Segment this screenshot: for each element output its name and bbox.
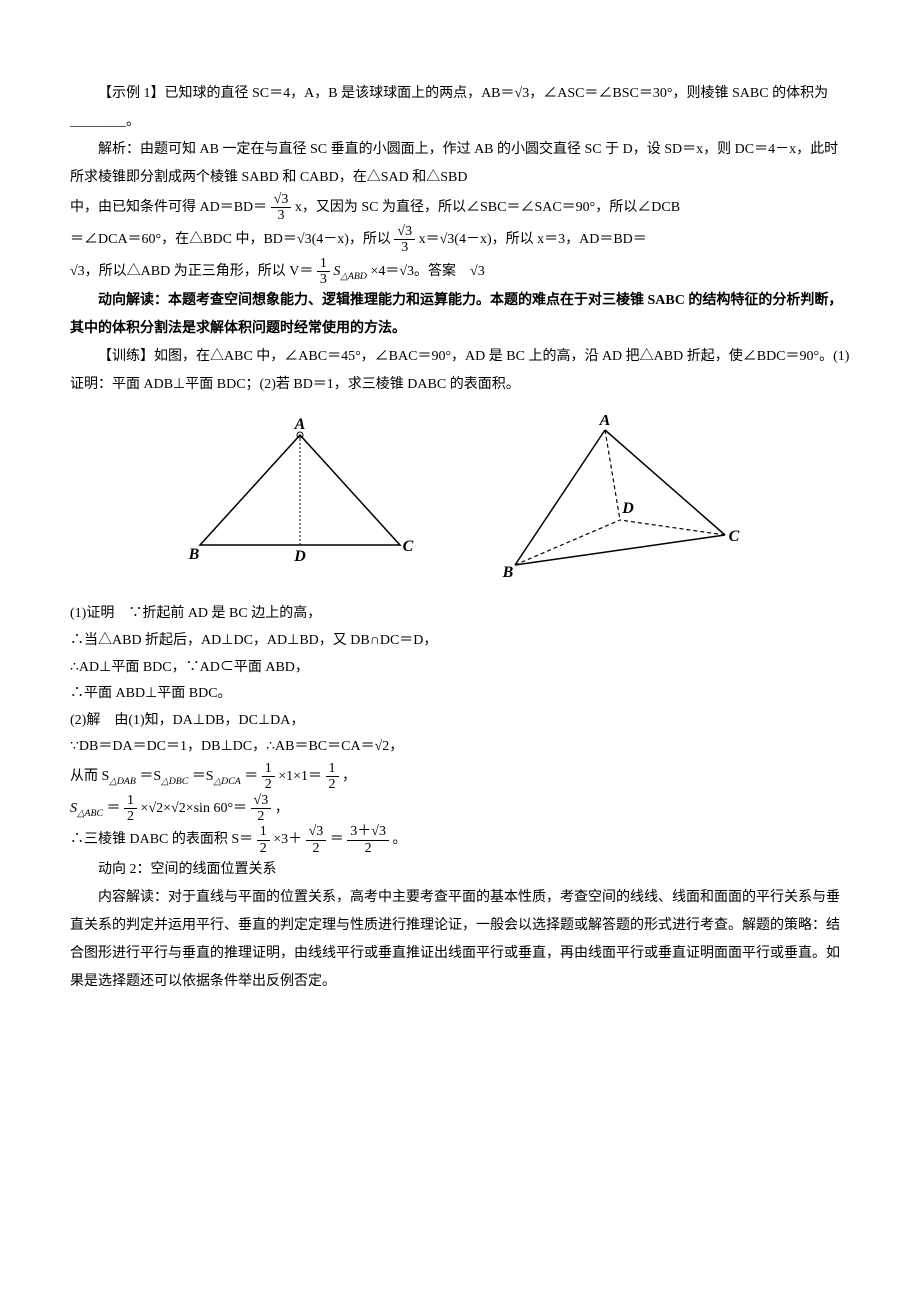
trend2-title: 动向 2：空间的线面位置关系 [70,856,850,884]
frac-sqrt3-3b: √3 3 [394,224,415,256]
frac-num: 1 [257,824,270,840]
frac-den: 3 [271,208,292,223]
frac-den: 2 [306,841,327,856]
frac-final: 3＋√3 2 [347,824,389,856]
label-b: B [502,564,514,581]
text: ×1×1＝ [278,769,322,784]
frac-den: 3 [394,240,415,255]
label-c: C [403,538,414,555]
label-d: D [621,500,634,517]
figure-1: A B C D [170,415,430,565]
frac-num: √3 [271,192,292,208]
frac-num: 1 [262,761,275,777]
label-d: D [293,548,306,565]
frac-half-b: 1 2 [326,761,339,793]
text: ＝S [139,769,161,784]
text: ×3＋ [273,833,302,848]
proof-l2: ∴当△ABD 折起后，AD⊥DC，AD⊥BD，又 DB∩DC＝D， [70,628,850,655]
text: 从而 S [70,769,109,784]
text: ＝S [192,769,214,784]
sub-abc: △ABC [77,808,103,819]
proof-l4: ∴平面 ABD⊥平面 BDC。 [70,681,850,708]
figures-row: A B C D A B C D [70,415,850,585]
sub-dab: △DAB [109,776,136,787]
proof-l8: S△ABC ＝ 1 2 ×√2×√2×sin 60°＝ √3 2 ， [70,793,850,825]
proof-l7: 从而 S△DAB ＝S△DBC ＝S△DCA ＝ 1 2 ×1×1＝ 1 2 ， [70,761,850,793]
frac-num: √3 [251,793,272,809]
text: ×√2×√2×sin 60°＝ [141,801,248,816]
frac-half-a: 1 2 [262,761,275,793]
text: ， [342,769,356,784]
text: x＝√3(4－x)，所以 x＝3，AD＝BD＝ [419,232,647,247]
example1-statement: 【示例 1】已知球的直径 SC＝4，A，B 是该球球面上的两点，AB＝√3，∠A… [70,80,850,136]
text: ×4＝√3。答案 √3 [370,264,484,279]
frac-sqrt3-3: √3 3 [271,192,292,224]
proof-l6: ∵DB＝DA＝DC＝1，DB⊥DC，∴AB＝BC＝CA＝√2， [70,734,850,761]
sub-abd: △ABD [340,270,367,281]
frac-den: 2 [326,777,339,792]
frac-den: 2 [251,809,272,824]
analysis-p1: 解析：由题可知 AB 一定在与直径 SC 垂直的小圆面上，作过 AB 的小圆交直… [70,136,850,192]
frac-den: 2 [257,841,270,856]
frac-num: √3 [394,224,415,240]
frac-sqrt3-2: √3 2 [251,793,272,825]
training-statement: 【训练】如图，在△ABC 中，∠ABC＝45°，∠BAC＝90°，AD 是 BC… [70,343,850,399]
proof-l3: ∴AD⊥平面 BDC，∵AD⊂平面 ABD， [70,655,850,682]
proof-l1: (1)证明 ∵折起前 AD 是 BC 边上的高， [70,601,850,628]
frac-num: 3＋√3 [347,824,389,840]
text: 中，由已知条件可得 AD＝BD＝ [70,200,267,215]
frac-half-d: 1 2 [257,824,270,856]
label-a: A [599,415,611,429]
analysis-p2: 中，由已知条件可得 AD＝BD＝ √3 3 x，又因为 SC 为直径，所以∠SB… [70,192,850,224]
proof-l5: (2)解 由(1)知，DA⊥DB，DC⊥DA， [70,708,850,735]
analysis-p3: ＝∠DCA＝60°，在△BDC 中，BD＝√3(4－x)，所以 √3 3 x＝√… [70,224,850,256]
label-c: C [729,528,740,545]
frac-den: 2 [124,809,137,824]
frac-num: √3 [306,824,327,840]
text: 。 [392,833,406,848]
frac-den: 3 [317,272,330,287]
frac-sqrt3-2b: √3 2 [306,824,327,856]
text: √3，所以△ABD 为正三角形，所以 V＝ [70,264,313,279]
text: S [70,801,77,816]
frac-num: 1 [124,793,137,809]
frac-den: 2 [262,777,275,792]
analysis-p4: √3，所以△ABD 为正三角形，所以 V＝ 1 3 S△ABD ×4＝√3。答案… [70,256,850,288]
text: x，又因为 SC 为直径，所以∠SBC＝∠SAC＝90°，所以∠DCB [295,200,680,215]
text: ＝ [107,801,121,816]
frac-1-3: 1 3 [317,256,330,288]
trend-read: 动向解读：本题考查空间想象能力、逻辑推理能力和运算能力。本题的难点在于对三棱锥 … [70,287,850,343]
proof-l9: ∴三棱锥 DABC 的表面积 S＝ 1 2 ×3＋ √3 2 ＝ 3＋√3 2 … [70,824,850,856]
frac-num: 1 [317,256,330,272]
trend2-body: 内容解读：对于直线与平面的位置关系，高考中主要考查平面的基本性质，考查空间的线线… [70,884,850,996]
frac-den: 2 [347,841,389,856]
text: ＝∠DCA＝60°，在△BDC 中，BD＝√3(4－x)，所以 [70,232,394,247]
label-a: A [294,416,306,433]
text: ＝ [330,833,344,848]
frac-num: 1 [326,761,339,777]
figure-2: A B C D [490,415,750,585]
text: ∴三棱锥 DABC 的表面积 S＝ [70,833,253,848]
text: ＝ [244,769,258,784]
text: ， [275,801,289,816]
frac-half-c: 1 2 [124,793,137,825]
label-b: B [188,546,200,563]
sub-dca: △DCA [214,776,241,787]
sub-dbc: △DBC [161,776,188,787]
